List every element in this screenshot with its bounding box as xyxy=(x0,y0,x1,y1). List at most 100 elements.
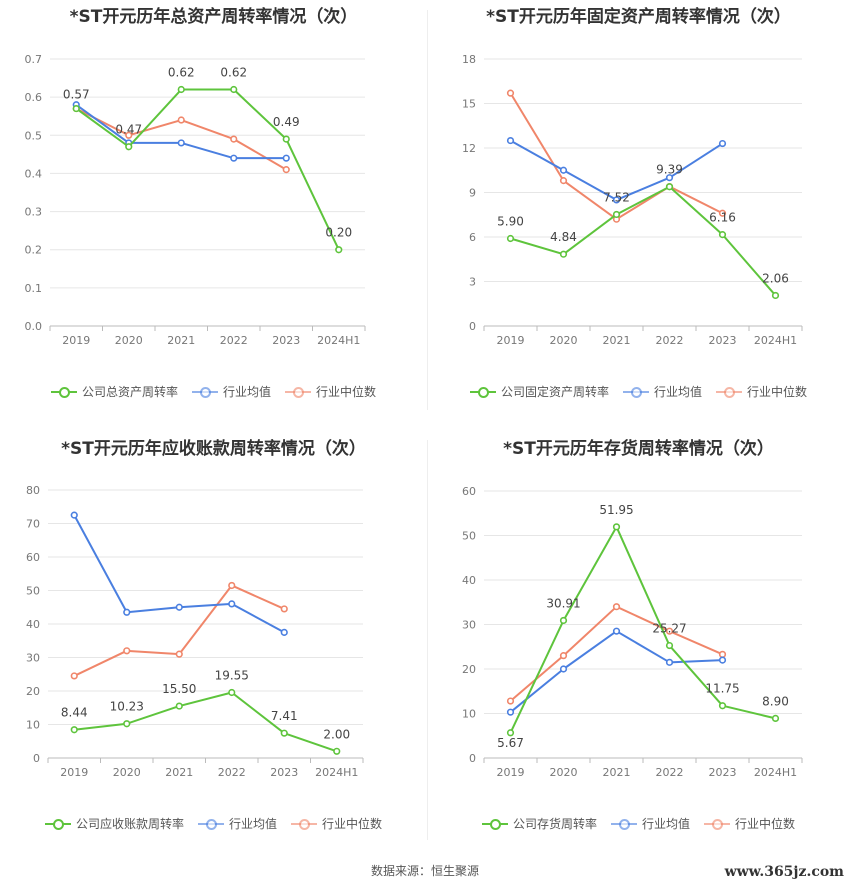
x-tick-label: 2020 xyxy=(115,334,143,347)
data-point xyxy=(70,672,78,680)
y-tick-label: 0 xyxy=(33,752,40,765)
chart-panel-total-asset-turnover: *ST开元历年总资产周转率情况（次） 0.0 0.1 0.2 0.3 0.4 0.5 0.6… xyxy=(0,0,427,420)
y-tick-label: 70 xyxy=(26,518,40,531)
y-tick-label: 0.4 xyxy=(25,167,43,180)
y-tick-label: 60 xyxy=(26,551,40,564)
data-point xyxy=(280,729,288,737)
legend-item[interactable]: 行业中位数 xyxy=(704,815,795,832)
x-tick-label: 2021 xyxy=(603,766,631,779)
y-tick-label: 40 xyxy=(462,574,476,587)
x-tick-label: 2022 xyxy=(656,766,684,779)
series-line xyxy=(509,525,776,734)
data-point xyxy=(506,697,515,705)
legend-item[interactable]: 行业中位数 xyxy=(291,815,382,832)
data-point xyxy=(718,702,727,710)
x-tick-label: 2022 xyxy=(656,334,684,347)
data-label: 0.49 xyxy=(273,115,300,129)
data-point xyxy=(177,139,185,147)
series-line xyxy=(510,185,777,297)
y-tick-label: 20 xyxy=(26,685,40,698)
data-point xyxy=(506,729,515,737)
panel-divider xyxy=(427,10,428,410)
data-point xyxy=(718,139,727,148)
data-point xyxy=(123,608,131,616)
data-point xyxy=(175,603,183,611)
y-tick-label: 10 xyxy=(462,708,476,721)
data-point xyxy=(280,605,288,613)
line-chart: 0 10 20 30 40 50 60 2019 2020 2021 2022 2023 2024H1 5… xyxy=(462,485,803,779)
data-label: 5.90 xyxy=(497,214,524,228)
x-tick-label: 2019 xyxy=(497,766,525,779)
data-label: 9.39 xyxy=(656,163,683,177)
legend-item[interactable]: 公司固定资产周转率 xyxy=(469,383,609,400)
chart-title: *ST开元历年总资产周转率情况（次） xyxy=(69,7,358,27)
site-watermark: www.365jz.com xyxy=(724,864,844,880)
data-point xyxy=(123,720,131,728)
data-label: 6.16 xyxy=(709,211,736,225)
data-point xyxy=(282,166,290,174)
legend-item[interactable]: 公司总资产周转率 xyxy=(50,383,178,400)
y-tick-label: 30 xyxy=(462,619,476,632)
line-chart: 0 3 6 9 12 15 18 2019 2020 2021 2022 2023 2024H1 5.90… xyxy=(462,53,803,347)
chart-title: *ST开元历年固定资产周转率情况（次） xyxy=(486,7,791,27)
legend-label: 行业均值 xyxy=(222,385,271,399)
data-label: 5.67 xyxy=(497,736,524,750)
data-point xyxy=(559,166,568,174)
chart-panel-fixed-asset-turnover: *ST开元历年固定资产周转率情况（次） 0 3 6 9 12 15 18 2019 2020 20… xyxy=(427,0,850,420)
line-chart: 0.0 0.1 0.2 0.3 0.4 0.5 0.6 0.7 2019 2020 2021 2022… xyxy=(25,53,366,347)
legend-item[interactable]: 行业均值 xyxy=(610,815,690,832)
data-label: 0.47 xyxy=(115,123,142,137)
data-source-note: 数据来源：恒生聚源 xyxy=(370,864,479,878)
data-point xyxy=(506,708,515,716)
legend-item[interactable]: 公司应收账款周转率 xyxy=(44,815,184,832)
data-point xyxy=(559,652,568,660)
legend-label: 行业中位数 xyxy=(316,385,377,399)
chart-title: *ST开元历年应收账款周转率情况（次） xyxy=(61,439,366,459)
data-point xyxy=(559,665,568,673)
data-point xyxy=(718,209,727,217)
data-label: 10.23 xyxy=(110,700,144,714)
data-point xyxy=(228,581,236,590)
series-line xyxy=(75,88,340,251)
legend-item[interactable]: 行业均值 xyxy=(622,383,702,400)
data-point xyxy=(72,104,80,113)
data-point xyxy=(559,616,568,625)
y-tick-label: 0.1 xyxy=(25,282,43,295)
data-point xyxy=(70,511,78,519)
data-point xyxy=(718,650,727,658)
y-tick-label: 6 xyxy=(469,231,476,244)
legend-label: 行业中位数 xyxy=(747,385,808,399)
x-tick-label: 2022 xyxy=(220,334,248,347)
legend-label: 公司存货周转率 xyxy=(512,817,597,831)
legend-item[interactable]: 行业均值 xyxy=(191,383,271,400)
x-tick-label: 2023 xyxy=(709,766,737,779)
data-label: 8.44 xyxy=(61,706,88,720)
data-point xyxy=(333,747,341,755)
data-label: 4.84 xyxy=(550,230,577,244)
series-line xyxy=(73,584,285,677)
legend-item[interactable]: 行业均值 xyxy=(197,815,277,832)
data-point xyxy=(335,246,343,254)
legend-label: 行业中位数 xyxy=(322,817,383,831)
x-tick-label: 2024H1 xyxy=(317,334,360,347)
legend-item[interactable]: 行业中位数 xyxy=(716,383,807,400)
data-point xyxy=(665,658,674,666)
legend-marker-icon xyxy=(291,818,317,830)
data-label: 8.90 xyxy=(762,694,789,708)
data-point xyxy=(665,627,674,635)
y-tick-label: 18 xyxy=(462,53,476,66)
y-tick-label: 50 xyxy=(462,530,476,543)
legend-item[interactable]: 行业中位数 xyxy=(285,383,376,400)
legend-item[interactable]: 公司存货周转率 xyxy=(481,815,597,832)
legend-label: 公司应收账款周转率 xyxy=(75,817,184,831)
legend-marker-icon xyxy=(44,818,71,830)
chart-legend: 公司总资产周转率 行业均值 行业中位数 xyxy=(0,383,427,400)
y-tick-label: 12 xyxy=(462,142,476,155)
data-point xyxy=(280,628,288,636)
x-tick-label: 2024H1 xyxy=(315,766,358,779)
legend-marker-icon xyxy=(704,818,730,830)
chart-title: *ST开元历年存货周转率情况（次） xyxy=(503,439,774,459)
legend-label: 公司总资产周转率 xyxy=(81,385,178,399)
y-tick-label: 0.6 xyxy=(25,91,43,104)
x-tick-label: 2020 xyxy=(550,766,578,779)
